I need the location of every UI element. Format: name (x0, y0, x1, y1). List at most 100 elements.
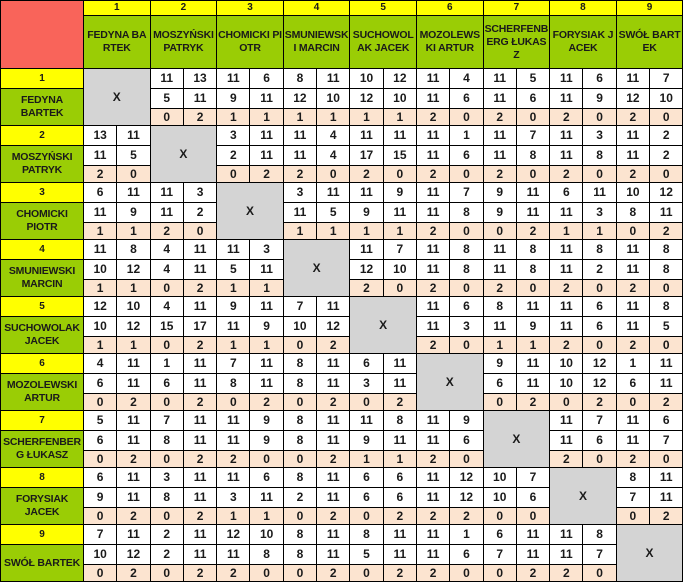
score-top: 11 (316, 467, 351, 488)
match-points: 2 (282, 165, 318, 183)
score-bottom: 6 (515, 88, 551, 109)
score-top: 6 (482, 524, 517, 545)
score-bottom: 11 (249, 145, 284, 166)
match-points: 0 (615, 507, 651, 525)
score-bottom: 11 (415, 202, 451, 223)
match-points: 0 (382, 165, 417, 183)
score-top: 6 (82, 467, 118, 488)
score-top: 4 (82, 353, 118, 374)
match-points: 2 (415, 564, 451, 582)
score-top: 6 (549, 182, 584, 203)
column-header-name-4: SMUNIEWSKI MARCIN (282, 15, 351, 69)
score-top: 2 (149, 524, 184, 545)
match-points: 2 (649, 507, 683, 525)
score-top: 11 (549, 125, 584, 146)
score-bottom: 11 (615, 145, 651, 166)
score-bottom: 5 (216, 259, 251, 280)
match-points: 2 (649, 222, 683, 240)
match-points: 2 (615, 279, 651, 297)
score-top: 6 (82, 182, 118, 203)
score-bottom: 12 (349, 259, 384, 280)
match-points: 0 (282, 564, 318, 582)
score-top: 11 (549, 410, 584, 431)
score-bottom: 6 (149, 373, 184, 394)
score-bottom: 12 (282, 88, 318, 109)
score-top: 8 (582, 524, 617, 545)
match-points: 1 (82, 279, 118, 297)
score-top: 11 (349, 239, 384, 260)
score-bottom: 10 (282, 316, 318, 337)
match-points: 0 (649, 108, 683, 126)
match-points: 0 (582, 564, 617, 582)
match-points: 0 (582, 279, 617, 297)
match-points: 0 (249, 450, 284, 468)
score-top: 6 (349, 353, 384, 374)
score-top: 9 (216, 296, 251, 317)
match-points: 2 (615, 165, 651, 183)
score-top: 7 (82, 524, 118, 545)
score-bottom: 11 (615, 259, 651, 280)
score-bottom: 6 (449, 88, 484, 109)
match-points: 1 (216, 108, 251, 126)
match-points: 1 (249, 507, 284, 525)
score-bottom: 10 (482, 487, 517, 508)
score-top: 11 (349, 125, 384, 146)
score-top: 11 (216, 467, 251, 488)
column-header-name-3: CHOMICKI PIOTR (216, 15, 284, 69)
row-header-name-5: SUCHOWOLAK JACEK (0, 316, 84, 354)
score-top: 6 (582, 68, 617, 89)
score-top: 2 (649, 125, 683, 146)
row-header-index-7: 7 (0, 410, 84, 431)
score-top: 11 (182, 467, 218, 488)
score-bottom: 2 (282, 487, 318, 508)
score-bottom: 11 (182, 544, 218, 565)
match-points: 2 (515, 564, 551, 582)
score-bottom: 11 (649, 373, 683, 394)
score-bottom: 4 (149, 259, 184, 280)
score-bottom: 9 (582, 88, 617, 109)
score-top: 11 (649, 467, 683, 488)
score-top: 12 (582, 353, 617, 374)
score-top: 11 (415, 125, 451, 146)
score-top: 3 (249, 239, 284, 260)
score-bottom: 7 (482, 544, 517, 565)
match-points: 2 (415, 108, 451, 126)
score-bottom: 10 (82, 316, 118, 337)
score-top: 8 (449, 239, 484, 260)
score-top: 11 (382, 524, 417, 545)
match-points: 1 (249, 108, 284, 126)
match-points: 1 (249, 279, 284, 297)
match-points: 0 (349, 507, 384, 525)
diagonal-cell-5: X (349, 296, 417, 354)
match-points: 0 (149, 108, 184, 126)
match-points: 2 (316, 564, 351, 582)
match-points: 0 (515, 108, 551, 126)
score-bottom: 7 (649, 430, 683, 451)
score-bottom: 8 (282, 373, 318, 394)
score-bottom: 9 (116, 202, 151, 223)
score-bottom: 11 (415, 487, 451, 508)
score-top: 11 (482, 68, 517, 89)
score-bottom: 11 (116, 373, 151, 394)
match-points: 0 (82, 450, 118, 468)
score-top: 8 (282, 524, 318, 545)
score-top: 7 (582, 410, 617, 431)
score-bottom: 6 (349, 487, 384, 508)
score-top: 8 (282, 467, 318, 488)
match-points: 2 (216, 450, 251, 468)
score-bottom: 11 (249, 259, 284, 280)
match-points: 0 (282, 393, 318, 411)
score-top: 11 (415, 182, 451, 203)
score-top: 11 (415, 524, 451, 545)
diagonal-cell-3: X (216, 182, 284, 240)
score-top: 12 (649, 182, 683, 203)
score-top: 11 (415, 239, 451, 260)
score-bottom: 11 (615, 316, 651, 337)
score-bottom: 11 (182, 373, 218, 394)
score-top: 11 (249, 125, 284, 146)
score-top: 11 (349, 410, 384, 431)
score-top: 4 (149, 296, 184, 317)
score-top: 11 (249, 353, 284, 374)
match-points: 1 (282, 222, 318, 240)
score-bottom: 11 (382, 202, 417, 223)
